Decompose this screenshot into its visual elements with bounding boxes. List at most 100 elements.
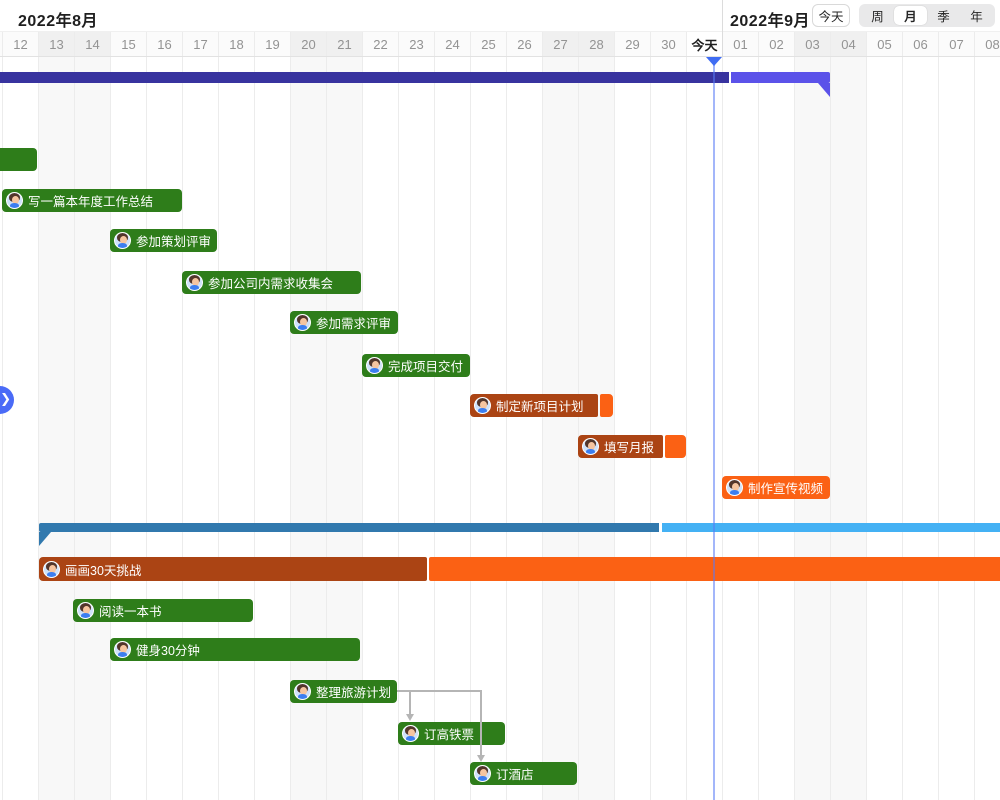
task-bar[interactable]: 阅读一本书 (73, 599, 253, 622)
date-cell: 04 (830, 32, 866, 56)
task-bar-label: 健身30分钟 (136, 644, 200, 658)
date-cell: 06 (902, 32, 938, 56)
dependency-line (409, 690, 411, 714)
expand-panel-button[interactable]: ❯ (0, 386, 14, 414)
today-button[interactable]: 今天 (812, 4, 850, 27)
date-cell: 16 (146, 32, 182, 56)
avatar-shirt (118, 243, 127, 248)
avatar-shirt (10, 203, 19, 208)
life-summary-bar[interactable] (39, 523, 659, 532)
avatar-face (371, 361, 379, 369)
assignee-avatar (582, 438, 599, 455)
task-bar[interactable]: 完成项目交付 (362, 354, 470, 377)
date-cell: 26 (506, 32, 542, 56)
grid-column (722, 57, 758, 800)
date-cell: 02 (758, 32, 794, 56)
date-header-row: 12 13 14 15 16 17 18 19 20 21 22 23 24 25 26 27 28 29 30 今天… (0, 32, 1000, 57)
grid-column (902, 57, 938, 800)
avatar-shirt (406, 736, 415, 741)
life-summary-bar[interactable] (662, 523, 1000, 532)
month-title-september: 2022年9月 (730, 13, 810, 30)
date-cell: 08 (974, 32, 1000, 56)
task-bar[interactable] (665, 435, 686, 458)
assignee-avatar (77, 602, 94, 619)
task-bar[interactable] (600, 394, 613, 417)
grid-column (506, 57, 542, 800)
grid-column (182, 57, 218, 800)
date-cell: 20 (290, 32, 326, 56)
task-bar-label: 订酒店 (496, 768, 534, 782)
view-option-year[interactable]: 年 (970, 10, 983, 24)
task-bar[interactable]: 参加需求评审 (290, 311, 398, 334)
task-bar[interactable]: 订高铁票 (398, 722, 505, 745)
date-cell: 18 (218, 32, 254, 56)
date-cell: 03 (794, 32, 830, 56)
grid-column (614, 57, 650, 800)
task-bar[interactable]: 健身30分钟 (110, 638, 360, 661)
grid-column (218, 57, 254, 800)
avatar-shirt (298, 325, 307, 330)
date-cell: 19 (254, 32, 290, 56)
grid-column (2, 57, 38, 800)
task-bar-label: 整理旅游计划 (316, 686, 392, 700)
task-bar-label: 参加公司内需求收集会 (208, 277, 334, 291)
date-cell: 23 (398, 32, 434, 56)
grid-column (650, 57, 686, 800)
task-bar-label: 制定新项目计划 (496, 400, 584, 414)
avatar-face (82, 606, 90, 614)
assignee-avatar (726, 479, 743, 496)
date-cell: 05 (866, 32, 902, 56)
task-bar[interactable]: 参加公司内需求收集会 (182, 271, 361, 294)
task-bar[interactable]: 制定新项目计划 (470, 394, 598, 417)
task-bar[interactable] (0, 148, 37, 171)
avatar-face (407, 729, 415, 737)
avatar-face (119, 236, 127, 244)
date-cell: 29 (614, 32, 650, 56)
task-bar[interactable]: 整理旅游计划 (290, 680, 397, 703)
grid-column (686, 57, 722, 800)
view-option-week[interactable]: 周 (871, 10, 884, 24)
grid-column (974, 57, 1000, 800)
date-cell: 14 (74, 32, 110, 56)
date-cell: 22 (362, 32, 398, 56)
task-bar[interactable]: 制作宣传视频 (722, 476, 830, 499)
assignee-avatar (186, 274, 203, 291)
view-option-quarter[interactable]: 季 (937, 10, 950, 24)
dependency-line (480, 690, 482, 755)
avatar-shirt (478, 776, 487, 781)
date-cell: 21 (326, 32, 362, 56)
view-option-month[interactable]: 月 (894, 6, 927, 25)
task-bar[interactable]: 订酒店 (470, 762, 577, 785)
grid-column (578, 57, 614, 800)
avatar-shirt (298, 694, 307, 699)
assignee-avatar (43, 560, 60, 578)
grid-column (758, 57, 794, 800)
task-bar[interactable]: 画画30天挑战 (39, 557, 427, 581)
date-cell: 今天 (686, 32, 722, 56)
work-summary-bar[interactable] (731, 72, 830, 83)
grid-column (290, 57, 326, 800)
avatar-shirt (478, 408, 487, 413)
task-bar-label: 画画30天挑战 (65, 563, 142, 578)
grid-column (146, 57, 182, 800)
date-cell: 30 (650, 32, 686, 56)
avatar-face (191, 278, 199, 286)
task-bar-label: 参加策划评审 (136, 235, 212, 249)
date-cell: 17 (182, 32, 218, 56)
grid-column (794, 57, 830, 800)
avatar-face (48, 564, 56, 573)
avatar-shirt (370, 368, 379, 373)
date-cell: 15 (110, 32, 146, 56)
chevron-right-icon: ❯ (0, 391, 11, 406)
date-cell: 01 (722, 32, 758, 56)
avatar-face (731, 483, 739, 491)
task-bar[interactable]: 参加策划评审 (110, 229, 217, 252)
task-bar-label: 订高铁票 (424, 728, 475, 742)
task-bar[interactable]: 写一篇本年度工作总结 (2, 189, 182, 212)
grid-column (74, 57, 110, 800)
dependency-arrow-icon (477, 755, 485, 762)
task-bar[interactable]: 填写月报 (578, 435, 663, 458)
work-summary-bar[interactable] (0, 72, 729, 83)
assignee-avatar (294, 683, 311, 700)
